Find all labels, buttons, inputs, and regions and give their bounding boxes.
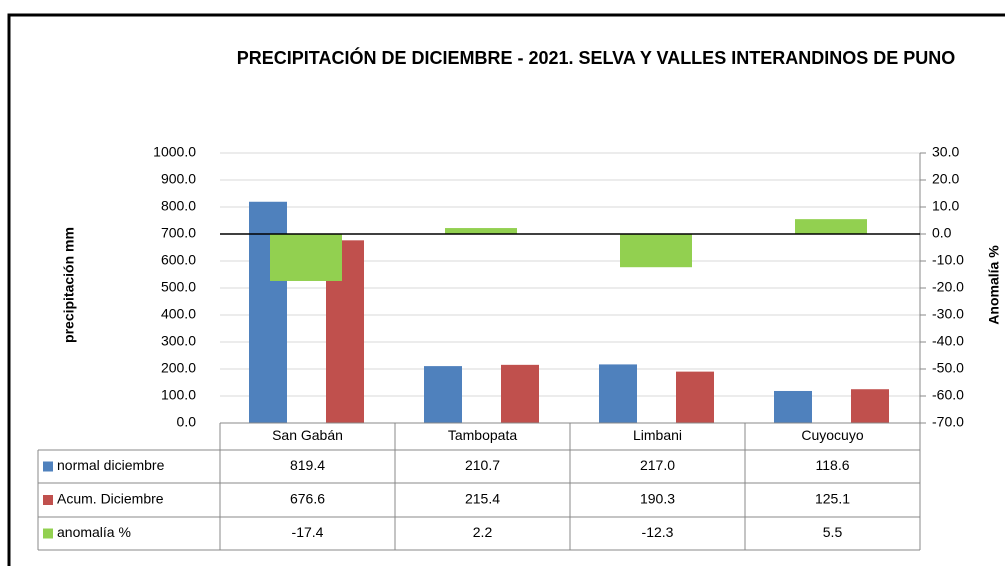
y-tick-label: 200.0 bbox=[161, 360, 196, 376]
table-value: 2.2 bbox=[473, 524, 493, 540]
table-value: 210.7 bbox=[465, 457, 500, 473]
legend-swatch bbox=[43, 461, 53, 472]
y2-tick-label: -20.0 bbox=[932, 279, 964, 295]
y2-tick-label: -60.0 bbox=[932, 387, 964, 403]
y-tick-label: 900.0 bbox=[161, 171, 196, 187]
legend-label: Acum. Diciembre bbox=[57, 491, 164, 507]
table-header: Cuyocuyo bbox=[801, 427, 863, 443]
y2-tick-label: -30.0 bbox=[932, 306, 964, 322]
bar bbox=[676, 371, 714, 423]
table-header: San Gabán bbox=[272, 427, 343, 443]
legend-label: normal diciembre bbox=[57, 457, 165, 473]
legend-swatch bbox=[43, 528, 53, 539]
y-tick-label: 400.0 bbox=[161, 306, 196, 322]
table-value: 819.4 bbox=[290, 457, 325, 473]
bar bbox=[424, 366, 462, 423]
y-tick-label: 500.0 bbox=[161, 279, 196, 295]
y2-axis-label: Anomalía % bbox=[986, 245, 1002, 325]
y2-tick-label: 0.0 bbox=[932, 225, 952, 241]
y2-tick-label: 30.0 bbox=[932, 144, 959, 160]
chart-title: PRECIPITACIÓN DE DICIEMBRE - 2021. SELVA… bbox=[236, 48, 956, 68]
table-value: -17.4 bbox=[292, 524, 324, 540]
y2-tick-label: 20.0 bbox=[932, 171, 959, 187]
table-value: 217.0 bbox=[640, 457, 675, 473]
y-tick-label: 100.0 bbox=[161, 387, 196, 403]
table-value: 676.6 bbox=[290, 491, 325, 507]
y-tick-label: 1000.0 bbox=[153, 144, 196, 160]
table-value: 125.1 bbox=[815, 491, 850, 507]
y-axis-label: precipitación mm bbox=[61, 227, 77, 343]
y-tick-label: 700.0 bbox=[161, 225, 196, 241]
y2-tick-label: -10.0 bbox=[932, 252, 964, 268]
y-tick-label: 300.0 bbox=[161, 333, 196, 349]
table-value: 190.3 bbox=[640, 491, 675, 507]
table-value: -12.3 bbox=[642, 524, 674, 540]
y2-tick-label: -40.0 bbox=[932, 333, 964, 349]
bar bbox=[851, 389, 889, 423]
y-tick-label: 800.0 bbox=[161, 198, 196, 214]
y-tick-label: 600.0 bbox=[161, 252, 196, 268]
table-header: Tambopata bbox=[448, 427, 517, 443]
bar bbox=[599, 364, 637, 423]
chart-border bbox=[7, 13, 1005, 566]
bar bbox=[795, 219, 867, 234]
y2-tick-label: 10.0 bbox=[932, 198, 959, 214]
bar bbox=[445, 228, 517, 234]
table-value: 215.4 bbox=[465, 491, 500, 507]
table-value: 5.5 bbox=[823, 524, 843, 540]
table-value: 118.6 bbox=[816, 457, 850, 473]
bar bbox=[774, 390, 812, 423]
y-tick-label: 0.0 bbox=[177, 414, 197, 430]
legend-label: anomalía % bbox=[57, 524, 131, 540]
y2-tick-label: -70.0 bbox=[932, 414, 964, 430]
bar bbox=[270, 234, 342, 281]
legend-swatch bbox=[43, 495, 53, 505]
y2-tick-label: -50.0 bbox=[932, 360, 964, 376]
bar bbox=[501, 364, 539, 423]
bar bbox=[620, 234, 692, 268]
table-header: Limbani bbox=[633, 427, 682, 443]
